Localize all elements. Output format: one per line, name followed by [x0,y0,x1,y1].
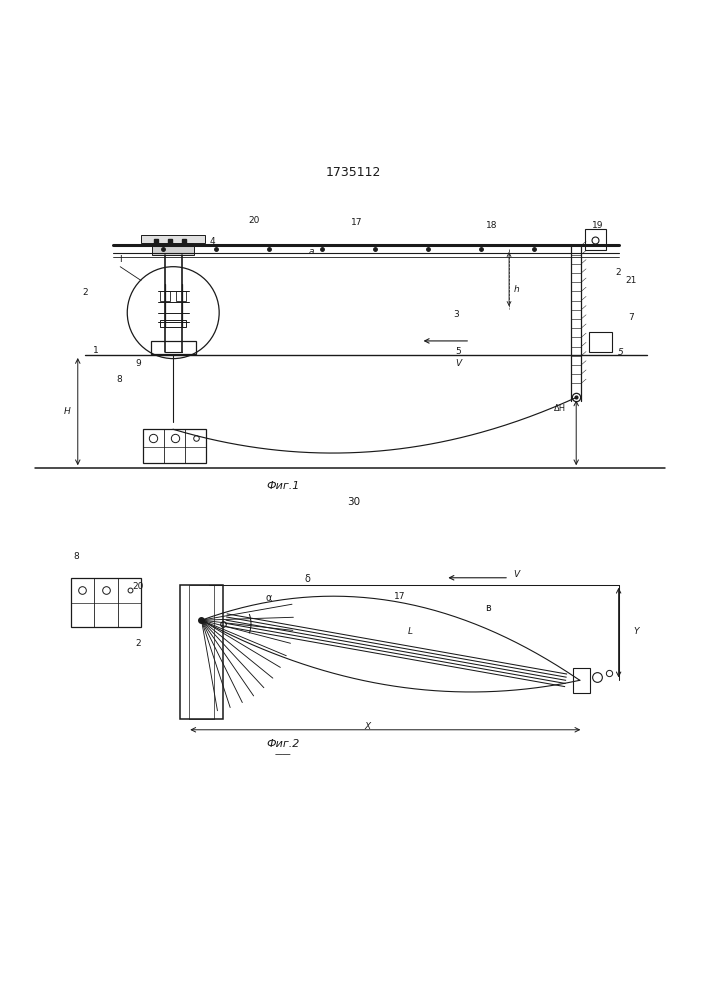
Bar [189,585,214,719]
Text: 17: 17 [351,218,363,227]
Text: I: I [119,255,122,264]
Text: L: L [407,627,413,636]
Text: 3: 3 [453,310,459,319]
Text: H: H [64,407,71,416]
Text: 5: 5 [618,348,624,357]
Text: Фиг.1: Фиг.1 [266,481,300,491]
Text: V: V [513,570,519,579]
Text: 9: 9 [135,359,141,368]
Text: 7: 7 [628,313,633,322]
Text: 1: 1 [93,346,98,355]
Text: 21: 21 [625,276,636,285]
Bar [573,668,590,693]
Text: 8: 8 [74,552,79,561]
Bar [180,585,223,719]
Text: ——: —— [274,750,291,759]
Text: 8: 8 [116,375,122,384]
Bar [151,341,196,354]
Text: ΔH: ΔH [554,404,566,413]
Text: 20: 20 [132,582,144,591]
Bar [176,291,186,301]
Text: h: h [513,285,519,294]
Bar [160,291,170,301]
Text: 17: 17 [394,592,405,601]
Text: 30: 30 [347,497,360,507]
Text: 2: 2 [616,268,621,277]
Bar [71,578,141,627]
Text: 5: 5 [455,347,461,356]
Bar [141,235,205,243]
Text: Y: Y [633,627,639,636]
Text: α: α [265,593,272,603]
Text: Фиг.2: Фиг.2 [266,739,300,749]
Text: 2: 2 [82,288,88,297]
Text: в: в [485,603,491,613]
Text: 2: 2 [135,639,141,648]
Bar [160,320,186,327]
Text: X: X [365,722,370,731]
Bar [152,243,194,255]
Text: 19: 19 [592,221,603,230]
Text: 4: 4 [209,237,215,246]
Text: δ: δ [305,574,310,584]
Bar [143,429,206,463]
Text: V: V [455,359,461,368]
Bar [585,229,606,250]
Bar [589,332,612,352]
Text: a: a [308,247,314,256]
Text: 18: 18 [486,221,497,230]
Text: 20: 20 [249,216,260,225]
Text: 1735112: 1735112 [326,166,381,179]
